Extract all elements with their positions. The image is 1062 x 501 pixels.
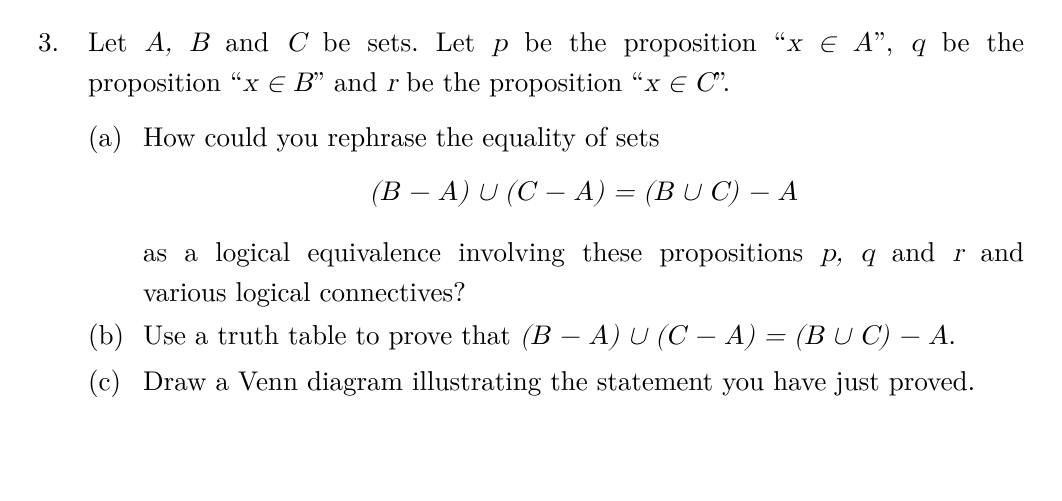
text: and [208, 21, 286, 59]
part-body: How could you rephrase the equality of s… [143, 117, 1024, 309]
text: Draw a Venn diagram illustrating the sta… [143, 360, 975, 398]
math: r [953, 240, 964, 267]
question-body: Let A, B and C be sets. Let p be the pro… [88, 22, 1024, 398]
math: x ∈ B [243, 70, 312, 97]
math: (B − A) ∪ (C − A) = (B ∪ C) − A [520, 323, 949, 350]
part-label: (a) [88, 117, 143, 153]
text: be the proposition [397, 61, 631, 99]
math: x ∈ A [786, 30, 873, 57]
part-body: Draw a Venn diagram illustrating the sta… [143, 361, 1024, 397]
math: p, q [820, 240, 874, 267]
text: . [723, 61, 731, 99]
part-label: (b) [88, 315, 143, 351]
quote: “ [230, 61, 243, 99]
text: and [875, 231, 953, 269]
text: How could you rephrase the equality of s… [143, 116, 660, 154]
quote: ” [714, 61, 723, 99]
math: q [910, 30, 924, 57]
quote: “ [631, 61, 644, 99]
text: be sets. Let [306, 21, 493, 59]
display-equation: (B − A) ∪ (C − A) = (B ∪ C) − A [143, 171, 1024, 211]
math: C [286, 30, 306, 57]
quote: “ [774, 21, 787, 59]
parts-list: (a) How could you rephrase the equality … [88, 117, 1024, 398]
math: (B − A) ∪ (C − A) = (B ∪ C) − A [369, 179, 798, 206]
question-stem: 3. Let A, B and C be sets. Let p be the … [38, 22, 1024, 398]
text: be the proposition [507, 21, 774, 59]
question-number: 3. [38, 22, 88, 58]
text: Use a truth table to prove that [143, 314, 520, 352]
quote: ” [873, 21, 886, 59]
math: r [386, 70, 397, 97]
part-a: (a) How could you rephrase the equality … [88, 117, 1024, 309]
problem-3: 3. Let A, B and C be sets. Let p be the … [0, 0, 1062, 501]
math: A, B [144, 30, 208, 57]
part-c: (c) Draw a Venn diagram illustrating the… [88, 361, 1024, 397]
text: and [325, 61, 387, 99]
part-body: Use a truth table to prove that (B − A) … [143, 315, 1024, 355]
math: x ∈ C [644, 70, 714, 97]
text: Let [88, 21, 144, 59]
quote: ” [312, 61, 325, 99]
part-label: (c) [88, 361, 143, 397]
text: as a logical equivalence involving these… [143, 231, 820, 269]
text: . [948, 314, 956, 352]
math: p [492, 30, 507, 57]
text: , [886, 21, 911, 59]
part-b: (b) Use a truth table to prove that (B −… [88, 315, 1024, 355]
